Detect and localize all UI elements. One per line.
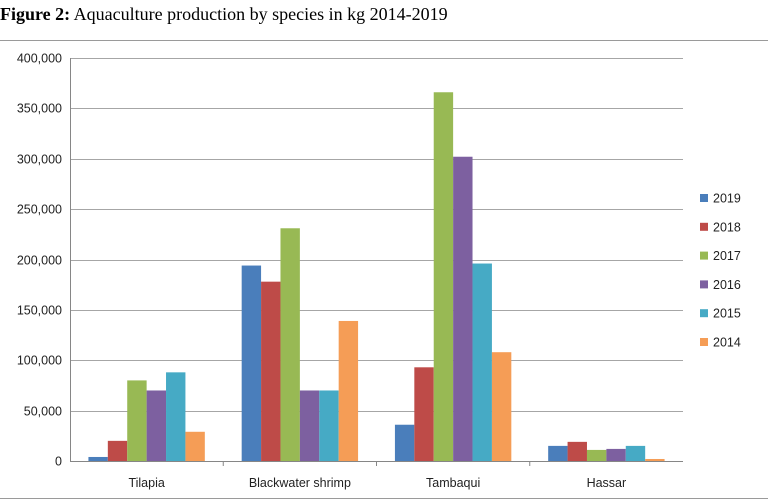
figure-title-number: Figure 2:	[0, 4, 71, 24]
y-tick-label: 150,000	[17, 304, 62, 318]
bar-2019-blackwater-shrimp	[241, 265, 262, 461]
bar-2017-tilapia	[127, 380, 147, 461]
bar-2014-tilapia	[185, 431, 205, 461]
legend-swatch-2017	[700, 251, 708, 260]
bar-2015-blackwater-shrimp	[319, 390, 339, 461]
y-tick-label: 200,000	[17, 254, 62, 268]
legend: 2019 2018 2017 2016 2015 2014	[700, 192, 741, 350]
figure-title-text: Aquaculture production by species in kg …	[73, 4, 448, 24]
bar-2014-blackwater-shrimp	[338, 320, 359, 461]
bar-2018-blackwater-shrimp	[261, 281, 281, 461]
y-tick-label: 100,000	[17, 354, 62, 368]
y-tick-label: 0	[55, 455, 62, 469]
x-axis-category-labels: Tilapia Blackwater shrimp Tambaqui Hassar	[128, 476, 626, 490]
bar-2016-tilapia	[146, 390, 167, 461]
bar-2018-hassar	[567, 441, 587, 461]
bar-2019-tambaqui	[394, 424, 415, 461]
legend-swatch-2014	[700, 338, 708, 346]
category-label: Tilapia	[128, 476, 164, 490]
bar-2019-tilapia	[88, 456, 108, 461]
bar-2014-hassar	[645, 458, 665, 461]
bar-2016-blackwater-shrimp	[299, 390, 320, 461]
category-label: Tambaqui	[426, 476, 480, 490]
category-label: Blackwater shrimp	[249, 476, 351, 490]
bar-2015-tilapia	[166, 372, 186, 461]
bars	[88, 92, 665, 462]
bar-2015-hassar	[625, 445, 646, 461]
y-tick-label: 300,000	[17, 153, 62, 167]
figure-title: Figure 2: Aquaculture production by spec…	[0, 4, 448, 25]
y-tick-label: 400,000	[17, 52, 62, 66]
bar-2014-tambaqui	[491, 352, 512, 461]
bar-2015-tambaqui	[472, 263, 492, 461]
top-rule	[0, 40, 768, 41]
legend-swatch-2015	[700, 309, 708, 318]
bar-2016-hassar	[606, 448, 626, 461]
bottom-rule	[0, 498, 768, 499]
legend-label-2019: 2019	[713, 192, 741, 206]
legend-swatch-2019	[700, 194, 708, 202]
bar-2019-hassar	[548, 445, 568, 461]
bar-2016-tambaqui	[453, 156, 473, 462]
y-tick-label: 250,000	[17, 203, 62, 217]
legend-label-2016: 2016	[713, 278, 741, 292]
legend-label-2014: 2014	[713, 336, 741, 350]
bar-2018-tambaqui	[414, 367, 434, 461]
legend-swatch-2018	[700, 222, 708, 231]
y-tick-label: 50,000	[24, 405, 62, 419]
legend-label-2018: 2018	[713, 220, 741, 234]
legend-swatch-2016	[700, 280, 708, 289]
category-label: Hassar	[587, 476, 627, 490]
bar-2017-tambaqui	[433, 92, 454, 461]
bar-2018-tilapia	[107, 440, 128, 461]
legend-label-2015: 2015	[713, 307, 741, 321]
bar-2017-hassar	[586, 449, 607, 461]
y-axis-tick-labels: 0 50,000 100,000 150,000 200,000 250,000 300,0…	[17, 52, 62, 469]
bar-2017-blackwater-shrimp	[280, 228, 300, 461]
y-tick-label: 350,000	[17, 102, 62, 116]
legend-label-2017: 2017	[713, 249, 741, 263]
